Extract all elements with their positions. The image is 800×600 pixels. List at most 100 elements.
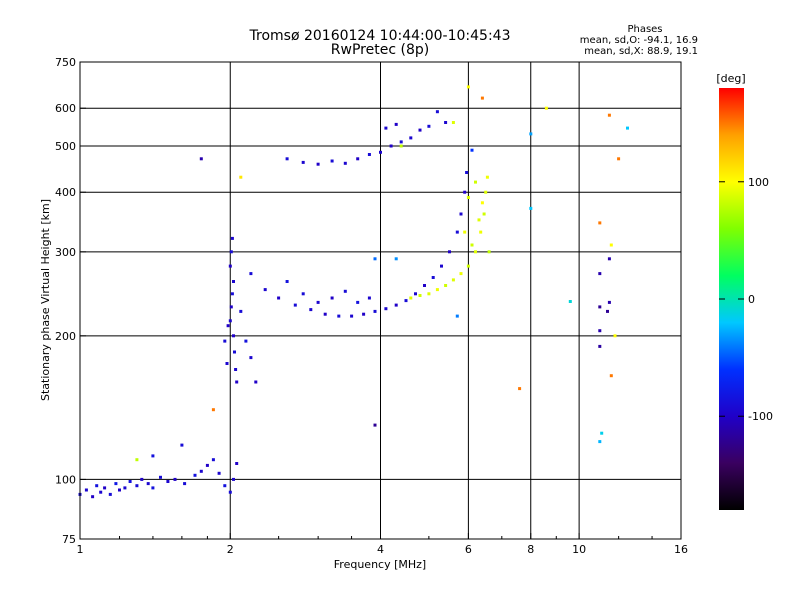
data-point: [235, 462, 239, 465]
data-point: [606, 309, 609, 313]
data-point: [607, 113, 611, 117]
data-point: [384, 126, 388, 130]
y-tick-label: 300: [55, 246, 76, 259]
x-tick-label: 2: [227, 543, 234, 556]
data-point: [293, 303, 297, 307]
data-point: [128, 480, 132, 483]
x-axis-label: Frequency [MHz]: [334, 558, 426, 571]
data-point: [226, 324, 230, 328]
data-point: [435, 288, 439, 292]
data-point: [451, 121, 455, 124]
data-point: [183, 482, 187, 486]
data-point: [232, 334, 235, 338]
colorbar-tick-label: -100: [748, 410, 773, 423]
data-point: [485, 175, 489, 179]
data-point: [373, 309, 377, 313]
data-point: [199, 469, 203, 473]
data-point: [114, 482, 118, 486]
data-point: [598, 272, 602, 276]
data-point: [249, 272, 253, 276]
data-point: [118, 488, 121, 492]
data-point: [394, 122, 398, 126]
data-point: [379, 150, 382, 154]
data-point: [598, 305, 602, 309]
data-point: [409, 136, 413, 140]
data-point: [444, 284, 448, 287]
data-point: [613, 334, 617, 338]
chart-subtitle: RwPretec (8p): [331, 42, 429, 58]
data-point: [230, 236, 234, 240]
x-tick-label: 16: [674, 543, 688, 556]
data-point: [487, 250, 491, 254]
data-point: [323, 312, 327, 316]
y-tick-label: 750: [55, 56, 76, 69]
data-point: [249, 356, 253, 360]
colorbar-tick-label: 100: [748, 176, 769, 189]
data-point: [465, 171, 469, 174]
data-point: [223, 484, 227, 488]
data-point: [285, 157, 289, 161]
data-point: [529, 132, 533, 136]
data-point: [199, 157, 203, 161]
y-tick-label: 400: [55, 186, 76, 199]
data-point: [399, 140, 403, 144]
data-point: [211, 408, 215, 412]
data-point: [232, 280, 235, 283]
data-point: [330, 159, 334, 163]
data-point: [233, 350, 236, 354]
data-point: [482, 212, 486, 216]
data-point: [229, 305, 233, 309]
data-point: [480, 201, 484, 205]
data-point: [455, 230, 459, 234]
data-point: [459, 212, 463, 216]
y-tick-label: 500: [55, 140, 76, 153]
data-point: [529, 206, 533, 210]
data-point: [151, 454, 155, 458]
data-point: [205, 463, 209, 467]
data-point: [228, 490, 232, 494]
stats-x-mode: mean, sd,X: 88.9, 19.1: [584, 46, 698, 57]
data-point: [463, 230, 467, 234]
data-point: [409, 296, 413, 300]
data-point: [480, 96, 484, 100]
stats-header: Phases: [627, 24, 662, 35]
data-point: [448, 250, 451, 254]
data-point: [477, 218, 481, 222]
data-point: [600, 431, 604, 435]
data-point: [418, 294, 422, 297]
stats-o-mode: mean, sd,O: -94.1, 16.9: [580, 35, 698, 46]
data-point: [193, 473, 197, 477]
data-point: [140, 477, 144, 481]
data-point: [389, 144, 393, 148]
data-point: [404, 299, 408, 303]
data-point: [135, 458, 139, 462]
data-point: [455, 314, 459, 318]
data-point: [225, 362, 229, 365]
data-point: [343, 161, 347, 165]
data-point: [518, 387, 522, 391]
data-point: [316, 162, 320, 166]
data-point: [235, 380, 239, 384]
data-point: [123, 486, 127, 490]
chart-title: Tromsø 20160124 10:44:00-10:45:43: [249, 28, 511, 44]
data-point: [217, 471, 221, 475]
data-point: [230, 292, 234, 296]
data-point: [95, 484, 99, 488]
axes: 1 2 4 6 8 10 16 75 100 200 300 400 500 600 750: [55, 56, 688, 556]
data-point: [316, 300, 320, 304]
y-tick-label: 600: [55, 102, 76, 115]
data-point: [399, 144, 403, 148]
data-point: [479, 230, 483, 234]
y-axis-label: Stationary phase Virtual Height [km]: [39, 199, 52, 401]
data-point: [440, 264, 443, 268]
data-point: [470, 148, 474, 152]
data-point: [362, 312, 366, 316]
data-point: [356, 300, 360, 304]
data-point: [373, 423, 377, 427]
data-point: [373, 257, 377, 261]
data-point: [173, 477, 177, 481]
data-point: [135, 484, 139, 488]
data-point: [159, 475, 162, 479]
